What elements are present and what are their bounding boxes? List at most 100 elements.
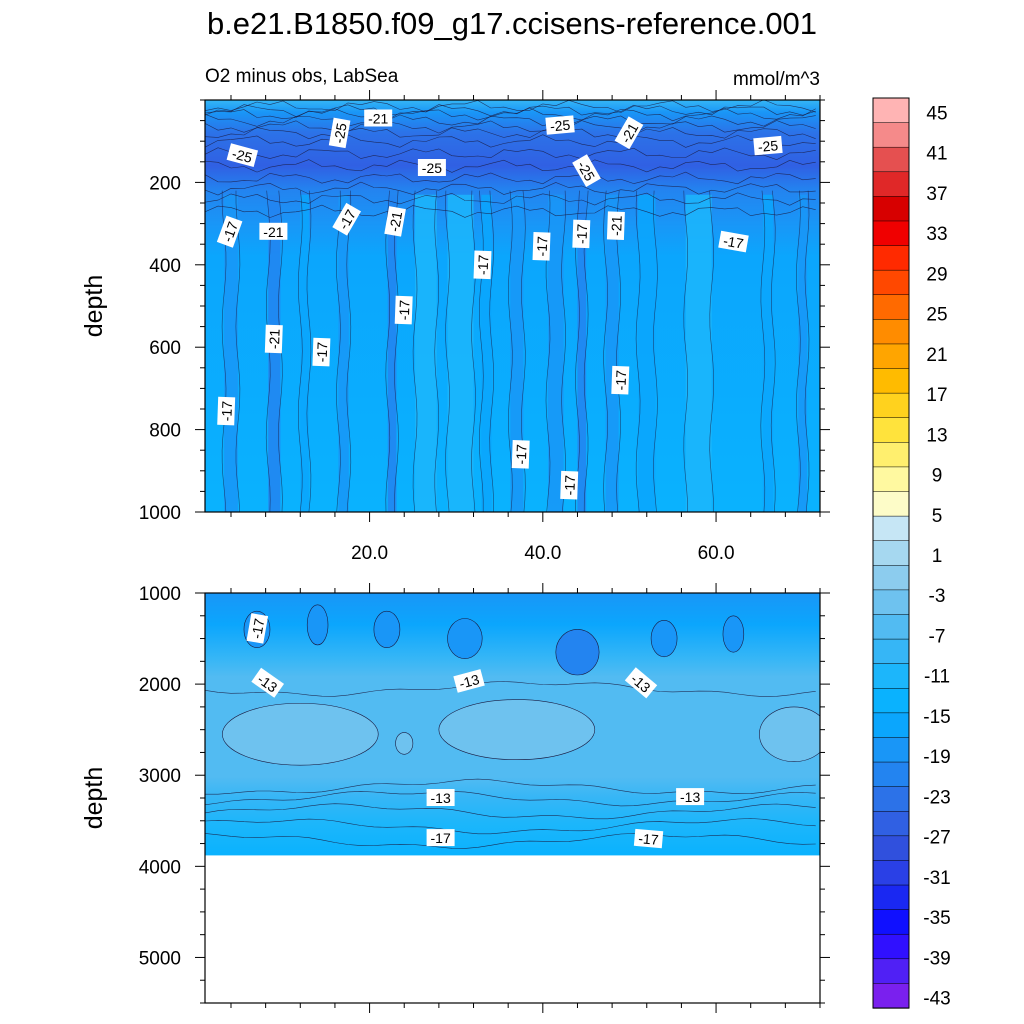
- upper-contour-line: [561, 190, 566, 512]
- contour-label: -25: [753, 135, 783, 156]
- colorbar-box: [872, 589, 910, 616]
- upper-contour-line: [336, 190, 341, 512]
- colorbar-label: -23: [923, 787, 950, 808]
- upper-contour-line: [205, 204, 816, 218]
- lower-contours: [205, 681, 816, 849]
- contour-label-bg: [384, 206, 406, 237]
- contour-label-text: -17: [573, 223, 590, 244]
- colorbar-box: [872, 565, 910, 591]
- contour-label-bg: [312, 337, 331, 367]
- colorbar-box: [872, 860, 910, 886]
- lower-axis: 1000 2000 3000 4000 5000: [139, 583, 830, 1013]
- upper-contour-line: [205, 120, 816, 134]
- contour-label-bg: [611, 365, 630, 395]
- contour-label-text: -25: [549, 117, 571, 135]
- contour-label-text: -17: [534, 236, 551, 257]
- contour-label-bg: [718, 230, 749, 253]
- lower-blob: [438, 699, 596, 761]
- upper-contour-line: [385, 190, 391, 512]
- colorbar-box: [872, 983, 910, 1009]
- colorbar-box: [872, 540, 910, 566]
- contour-label-bg: [226, 143, 259, 167]
- upper-contour-line: [205, 192, 816, 206]
- upper-streak: [577, 194, 587, 512]
- upper-contour-line: [507, 190, 513, 512]
- colorbar-box: [872, 712, 910, 739]
- upper-streak: [415, 194, 437, 512]
- contour-label: -17: [394, 295, 413, 325]
- colorbar-label: 17: [926, 385, 947, 406]
- y-tick-label: 800: [149, 421, 181, 442]
- contour-label-bg: [545, 115, 575, 135]
- colorbar-box: [872, 515, 910, 542]
- chart-title: b.e21.B1850.f09_g17.ccisens-reference.00…: [207, 6, 817, 41]
- contour-label: -25: [328, 117, 351, 149]
- contour-label: -17: [426, 829, 455, 847]
- upper-contour-line: [205, 127, 816, 140]
- upper-contour-line: [653, 190, 658, 512]
- colorbar-box: [872, 688, 910, 714]
- upper-streak: [638, 194, 656, 512]
- contour-label: -17: [560, 470, 579, 500]
- upper-contour-labels: -21-25 -25 -21-25 -25-25 -25-17 -21 -17 -21-17-…: [216, 109, 783, 500]
- contour-label-bg: [217, 396, 236, 426]
- upper-streak: [268, 194, 281, 512]
- contour-label-bg: [624, 667, 658, 699]
- lower-blob: [222, 702, 379, 766]
- upper-contour-line: [434, 190, 440, 512]
- contour-label-text: -17: [396, 299, 413, 320]
- upper-streak: [548, 194, 564, 512]
- colorbar-box: [872, 294, 910, 321]
- chart-subtitle-left: O2 minus obs, LabSea: [205, 66, 399, 87]
- contour-label-bg: [259, 222, 288, 240]
- colorbar-label: -43: [923, 989, 950, 1010]
- chart-subtitle-right: mmol/m^3: [733, 69, 820, 90]
- contour-label-text: -17: [638, 830, 660, 848]
- colorbar-box: [872, 245, 910, 271]
- contour-label-text: -17: [513, 444, 530, 465]
- lower-panel: 1000 2000 3000 4000 5000 depth -17 -13 -13 -13 -…: [80, 583, 830, 1013]
- colorbar-box: [872, 638, 910, 665]
- upper-contour-line: [394, 190, 399, 512]
- y-tick-label: 1000: [139, 584, 181, 605]
- lower-contour-line: [205, 791, 816, 807]
- colorbar-box: [872, 417, 910, 443]
- contour-label-bg: [426, 789, 455, 806]
- colorbar-box: [872, 466, 910, 493]
- lower-contour-line: [205, 778, 816, 795]
- upper-streak: [338, 194, 349, 512]
- colorbar-label: 41: [926, 144, 947, 165]
- upper-streaks: [224, 194, 808, 512]
- colorbar-box: [872, 220, 910, 247]
- upper-streak: [300, 194, 309, 512]
- contour-label: -21: [364, 109, 393, 127]
- contour-label-text: -21: [608, 215, 625, 236]
- upper-contour-line: [709, 190, 715, 512]
- contour-label: -21: [606, 211, 625, 240]
- x-tick-label: 40.0: [524, 543, 561, 564]
- colorbar-box: [872, 171, 910, 198]
- colorbar-box: [872, 319, 910, 345]
- colorbar-box: [872, 491, 910, 517]
- colorbar-label: 37: [926, 184, 947, 205]
- contour-label-text: -17: [561, 475, 578, 496]
- contour-label: -17: [246, 613, 269, 644]
- contour-label-text: -25: [330, 121, 349, 144]
- upper-contour-line: [478, 190, 484, 512]
- contour-label-bg: [246, 613, 269, 644]
- contour-label-bg: [332, 202, 362, 236]
- colorbar-label: -11: [924, 667, 950, 688]
- colorbar-box: [872, 392, 910, 419]
- upper-contours: [205, 100, 816, 512]
- upper-contour-line: [297, 190, 303, 512]
- colorbar-box: [872, 663, 910, 689]
- y-tick-label: 5000: [139, 948, 181, 969]
- upper-contour-line: [205, 107, 816, 122]
- colorbar-label: 33: [926, 224, 947, 245]
- upper-streak: [447, 194, 474, 512]
- upper-contour-line: [471, 190, 476, 512]
- upper-axis: 200 400 600 800 1000 20.0 40.0 60.0: [139, 90, 830, 564]
- upper-contour-line: [445, 190, 450, 512]
- contour-label: -21: [259, 222, 288, 240]
